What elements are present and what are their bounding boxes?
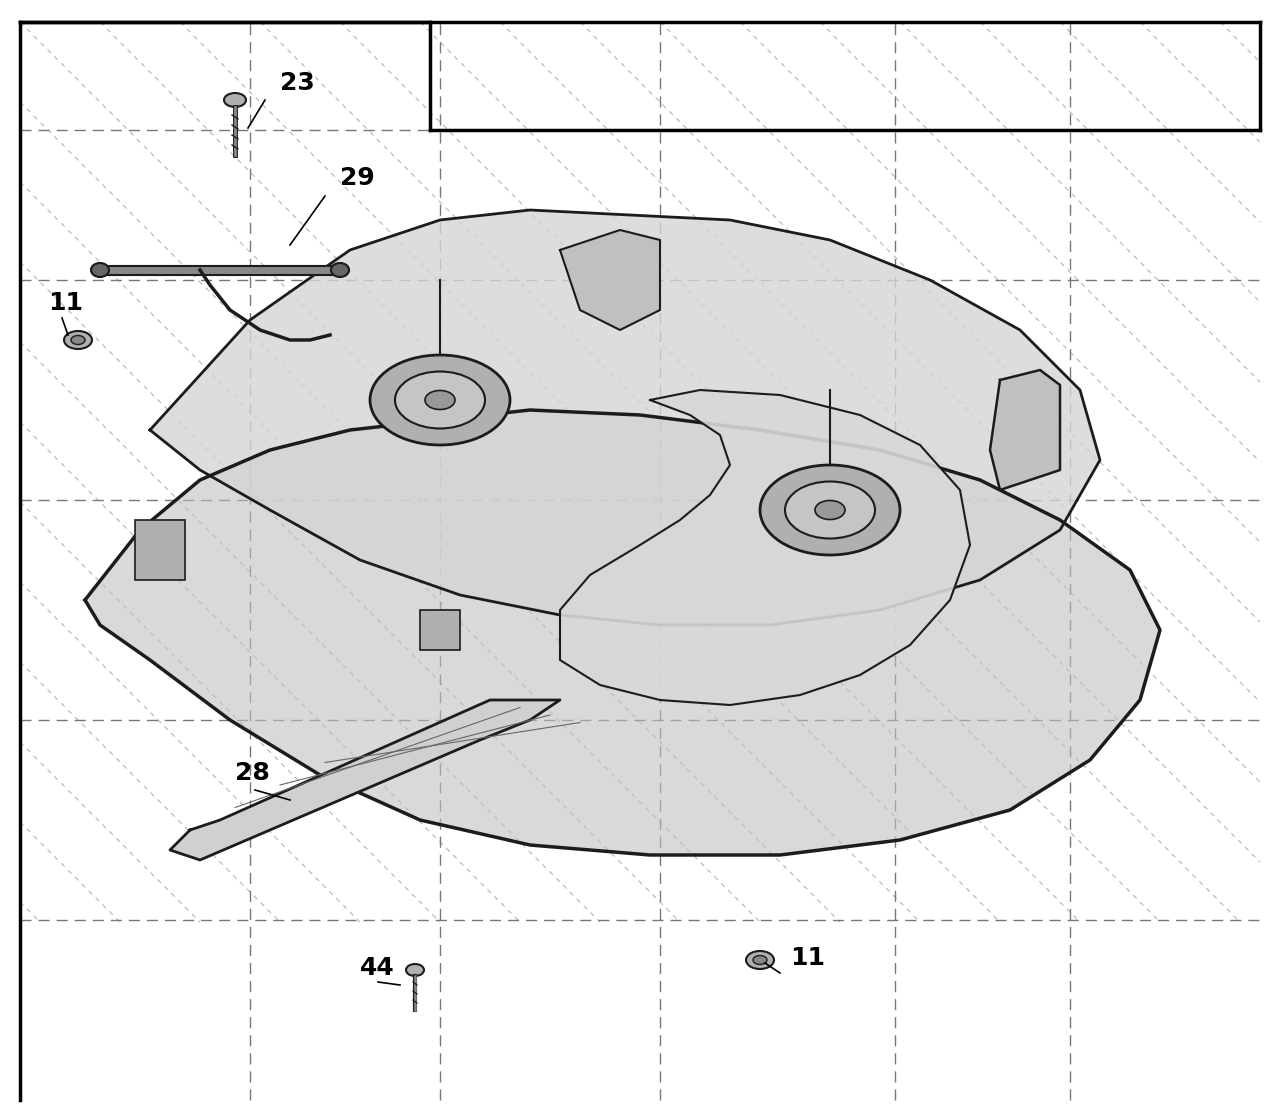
Ellipse shape	[406, 964, 424, 976]
Text: 11: 11	[790, 946, 826, 970]
Polygon shape	[561, 230, 660, 330]
Ellipse shape	[70, 335, 84, 344]
Polygon shape	[989, 370, 1060, 490]
Text: 11: 11	[49, 291, 83, 315]
Bar	[134, 520, 186, 580]
Polygon shape	[561, 390, 970, 705]
Polygon shape	[150, 210, 1100, 625]
Ellipse shape	[396, 371, 485, 428]
Text: 28: 28	[236, 761, 270, 785]
Text: 29: 29	[340, 165, 375, 190]
Text: 23: 23	[280, 72, 315, 95]
Ellipse shape	[370, 356, 509, 445]
Text: 44: 44	[360, 956, 394, 980]
Ellipse shape	[815, 501, 845, 520]
Polygon shape	[84, 410, 1160, 855]
Polygon shape	[170, 700, 561, 860]
Ellipse shape	[332, 263, 349, 277]
Ellipse shape	[753, 956, 767, 965]
Ellipse shape	[91, 263, 109, 277]
Ellipse shape	[224, 93, 246, 107]
Ellipse shape	[760, 465, 900, 555]
Ellipse shape	[746, 951, 774, 969]
Bar	[420, 610, 460, 650]
Ellipse shape	[425, 390, 454, 409]
Ellipse shape	[785, 482, 876, 539]
Ellipse shape	[64, 331, 92, 349]
